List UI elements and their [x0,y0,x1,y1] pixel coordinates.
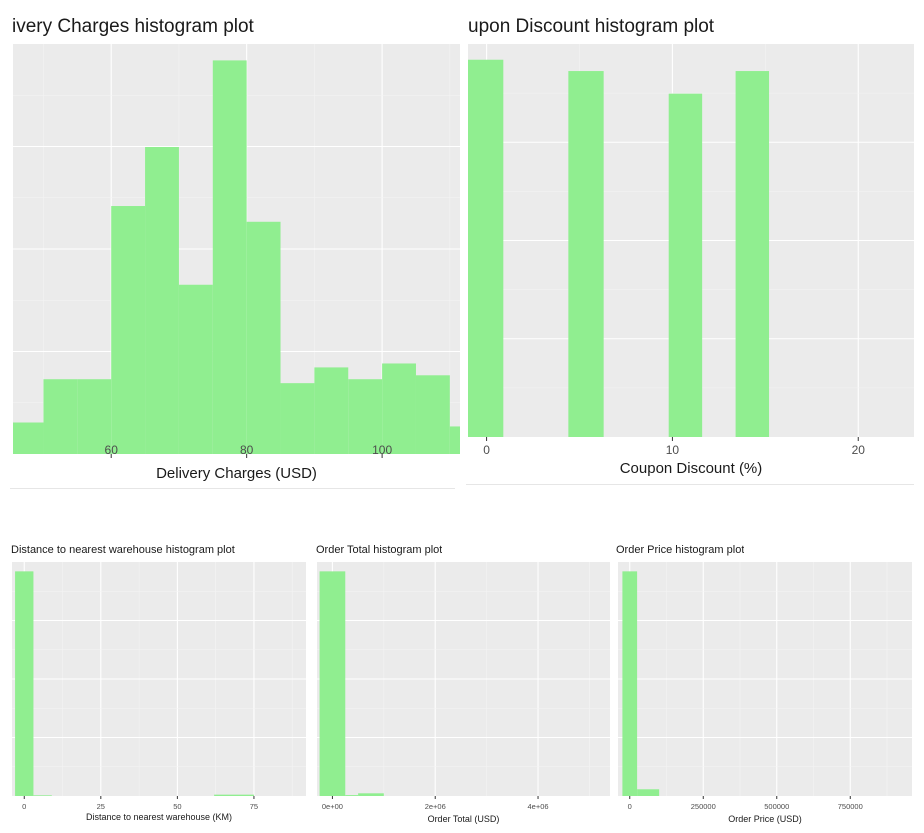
x-tick-label: 750000 [838,802,863,811]
histogram-bar [348,379,383,454]
x-tick-label: 250000 [691,802,716,811]
x-tick-label: 0 [22,802,26,811]
divider [10,488,455,489]
bars [319,571,384,796]
order-total-chart: Order Total histogram plot 0e+00 2e+06 4e+… [314,540,612,828]
histogram-bar [178,284,213,454]
x-axis-label: Coupon Discount (%) [620,460,763,477]
x-tick-label: 4e+06 [527,802,548,811]
histogram-bar [111,206,146,454]
chart-svg: 60 80 100 Delivery Charges (USD) [13,44,460,482]
histogram-bar [33,795,52,796]
histogram-bar [214,794,254,796]
x-tick-label: 2e+06 [425,802,446,811]
histogram-bar [15,571,34,796]
bars [468,59,770,437]
histogram-bar [668,93,703,437]
divider [466,484,914,485]
histogram-bar [468,59,504,437]
histogram-bar [246,221,281,454]
chart-title: Order Total histogram plot [316,544,443,556]
bars [622,571,660,796]
histogram-bar [77,379,112,454]
histogram-bar [319,571,346,796]
x-axis-label: Delivery Charges (USD) [156,465,317,482]
x-tick-label: 60 [105,443,119,457]
histogram-bar [145,146,179,454]
histogram-bar [735,71,770,437]
histogram-bar [280,383,315,454]
histogram-bar [449,426,460,454]
x-axis-label: Distance to nearest warehouse (KM) [86,812,232,822]
x-tick-label: 75 [250,802,258,811]
histogram-bar [13,422,44,454]
chart-svg: 0 250000 500000 750000 Order Price (USD) [618,562,912,824]
chart-svg: 0e+00 2e+06 4e+06 Order Total (USD) [317,562,610,824]
chart-svg: 0 25 50 75 Distance to nearest warehouse (KM… [12,562,306,822]
x-axis-label: Order Price (USD) [728,814,802,824]
chart-title: Distance to nearest warehouse histogram … [11,544,235,556]
delivery-charges-chart: ivery Charges histogram plot 60 80 100 Deli… [10,12,462,490]
distance-warehouse-chart: Distance to nearest warehouse histogram … [8,540,312,828]
histogram-bar [314,367,349,454]
x-tick-label: 20 [852,443,866,457]
x-tick-label: 25 [97,802,105,811]
histogram-bar [43,379,78,454]
coupon-discount-chart: upon Discount histogram plot 0 10 20 Coupon… [466,12,916,490]
x-axis-label: Order Total (USD) [428,814,500,824]
bars [15,571,254,796]
x-tick-label: 10 [666,443,680,457]
histogram-bar [382,363,416,454]
x-tick-label: 0 [628,802,632,811]
histogram-bar [622,571,638,796]
x-tick-label: 0 [483,443,490,457]
x-tick-label: 0e+00 [322,802,343,811]
chart-title: upon Discount histogram plot [468,16,715,37]
histogram-bar [415,375,450,454]
histogram-bar [345,795,359,796]
chart-svg: 0 10 20 Coupon Discount (%) [468,44,914,477]
histogram-bar [212,60,247,454]
histogram-bar [568,71,604,437]
chart-title: Order Price histogram plot [616,544,745,556]
histogram-bar [358,793,384,796]
x-tick-label: 80 [240,443,254,457]
chart-title: ivery Charges histogram plot [12,16,254,37]
x-tick-label: 100 [372,443,392,457]
x-tick-label: 500000 [764,802,789,811]
x-tick-label: 50 [173,802,181,811]
histogram-bar [637,789,660,796]
bars [13,60,460,454]
order-price-chart: Order Price histogram plot 0 250000 500000… [614,540,918,828]
